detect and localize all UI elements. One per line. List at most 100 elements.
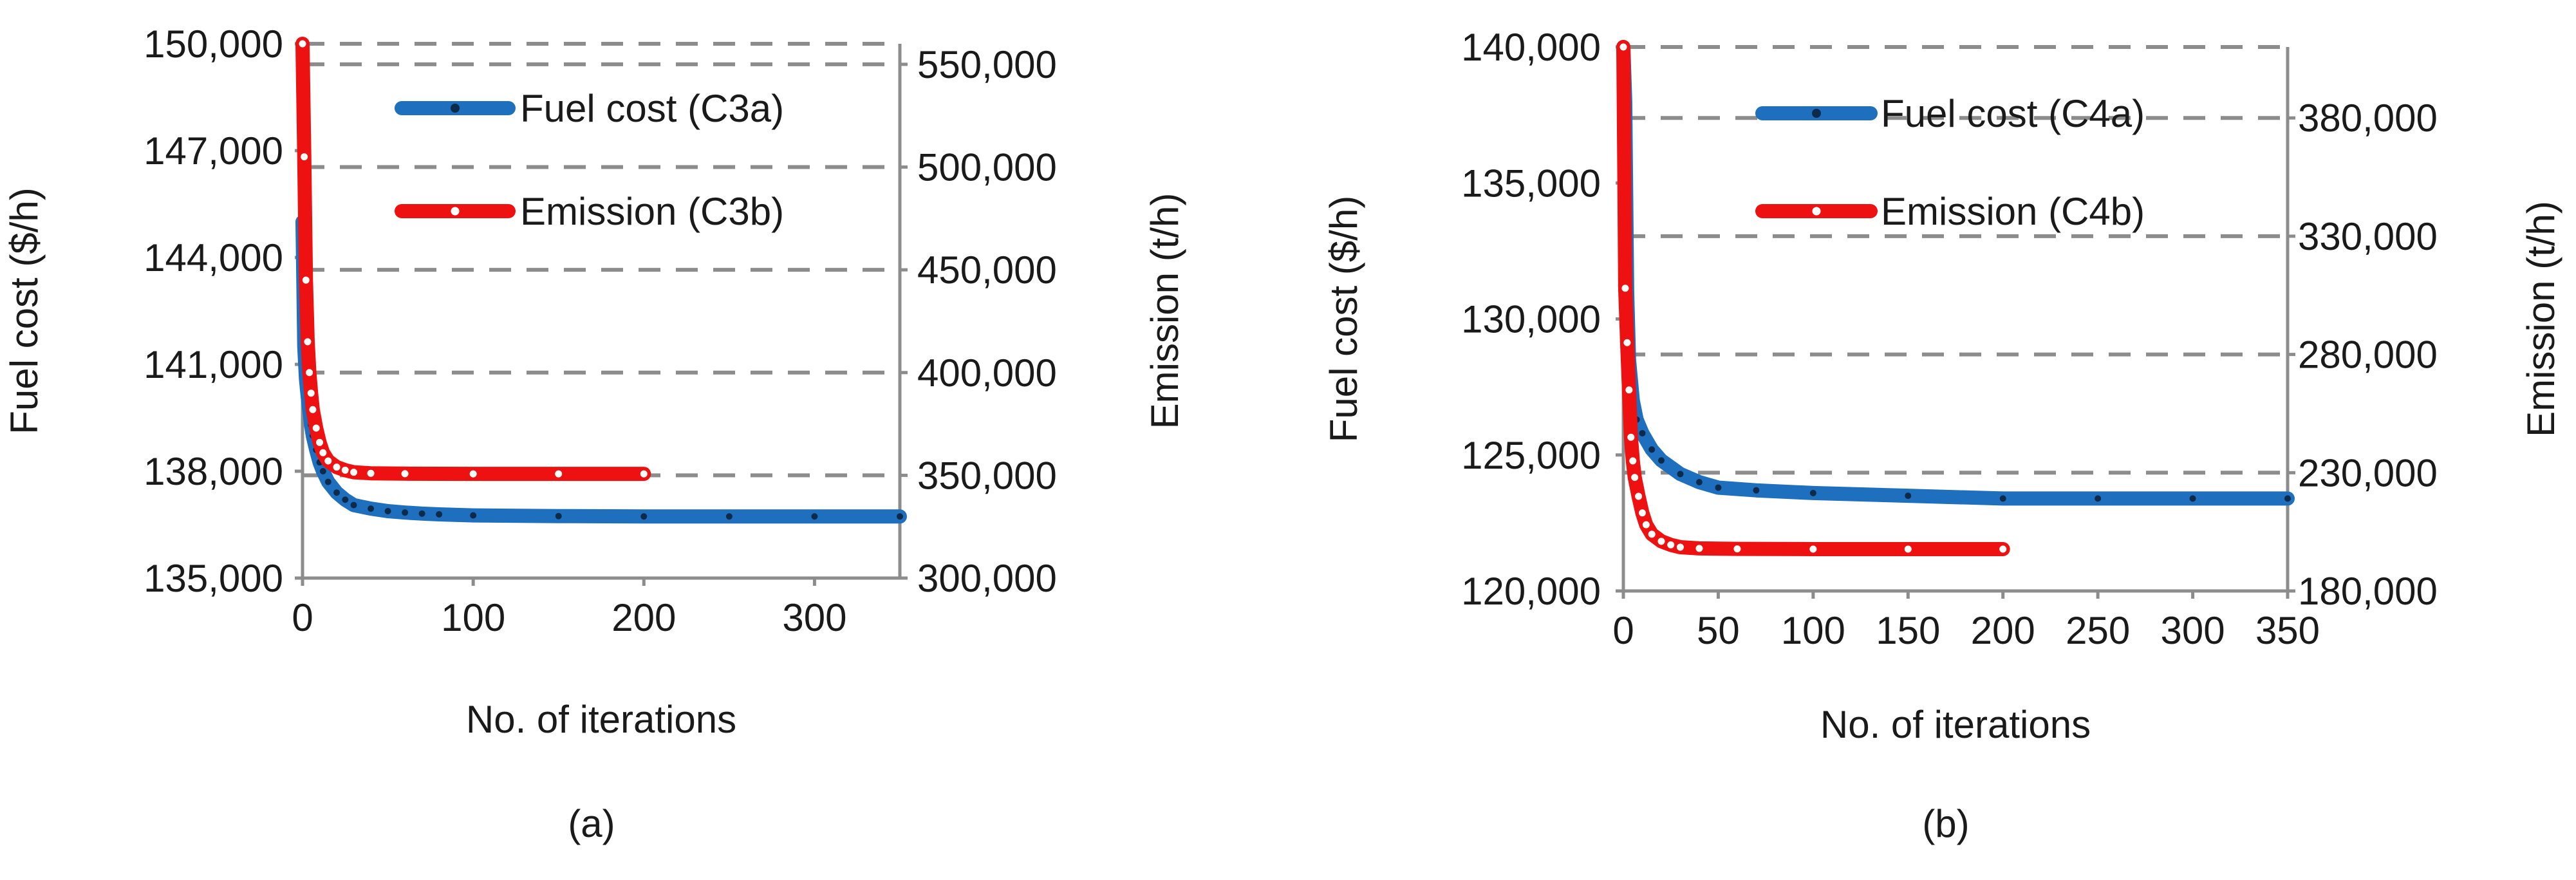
y-right-tick-label: 350,000	[917, 454, 1057, 497]
y-left-tick-label: 144,000	[144, 236, 283, 279]
y-right-tick-label: 450,000	[917, 248, 1057, 292]
x-tick-label: 100	[1781, 609, 1845, 652]
data-point	[1648, 446, 1656, 453]
y-right-tick-label: 180,000	[2298, 570, 2438, 613]
data-point	[1695, 479, 1703, 485]
data-point	[1694, 543, 1705, 554]
data-point	[2189, 495, 2196, 502]
x-tick-label: 0	[292, 596, 313, 639]
data-point	[811, 513, 818, 520]
data-point	[1656, 536, 1667, 547]
y-left-tick-label: 140,000	[1461, 26, 1601, 69]
y-right-tick-label: 550,000	[917, 43, 1057, 86]
data-point	[1905, 492, 1912, 500]
data-point	[470, 512, 477, 519]
x-tick-label: 300	[2161, 609, 2225, 652]
y-left-tick-label: 135,000	[144, 557, 283, 600]
y-left-tick-label: 150,000	[144, 23, 283, 66]
x-tick-label: 350	[2255, 609, 2320, 652]
data-point	[1625, 431, 1637, 443]
y-left-tick-label: 130,000	[1461, 298, 1601, 341]
data-point	[638, 468, 649, 480]
y-right-tick-label: 300,000	[917, 557, 1057, 600]
data-point	[297, 38, 308, 50]
data-point	[300, 274, 312, 286]
data-point	[333, 489, 341, 496]
data-point	[1674, 541, 1686, 553]
data-point	[324, 478, 331, 485]
x-tick-label: 200	[1971, 609, 2035, 652]
x-axis-title: No. of iterations	[1820, 703, 2091, 746]
legend-marker	[1810, 205, 1823, 218]
data-point	[2095, 495, 2102, 502]
y-axis-left-title: Fuel cost ($/h)	[1322, 196, 1365, 442]
data-point	[1677, 471, 1684, 478]
data-point	[299, 151, 310, 163]
data-point	[1619, 283, 1631, 294]
legend-label: Emission (C3b)	[520, 190, 784, 233]
data-point	[1807, 543, 1819, 555]
data-point	[1902, 543, 1914, 555]
data-point	[399, 468, 411, 480]
data-point	[307, 404, 319, 415]
legend-marker	[449, 205, 462, 218]
y-right-tick-label: 380,000	[2298, 97, 2438, 140]
data-point	[365, 467, 377, 479]
y-left-tick-label: 138,000	[144, 450, 283, 493]
data-point	[640, 513, 648, 520]
data-point	[314, 436, 326, 448]
data-point	[1753, 487, 1760, 494]
data-point	[553, 468, 565, 480]
data-point	[897, 513, 903, 520]
data-point	[1999, 495, 2006, 502]
data-point	[368, 505, 375, 512]
data-point	[317, 447, 329, 458]
data-point	[725, 513, 733, 520]
data-point	[305, 388, 317, 399]
data-point	[467, 468, 479, 480]
data-point	[1633, 491, 1645, 502]
data-point	[1809, 489, 1816, 496]
data-point	[302, 336, 313, 348]
x-tick-label: 250	[2066, 609, 2130, 652]
data-point	[436, 510, 443, 518]
legend-label: Emission (C4b)	[1881, 190, 2145, 233]
y-right-tick-label: 230,000	[2298, 451, 2438, 494]
y-left-tick-label: 147,000	[144, 129, 283, 173]
y-left-tick-label: 120,000	[1461, 570, 1601, 613]
data-point	[1623, 384, 1635, 396]
x-tick-label: 50	[1697, 609, 1740, 652]
data-point	[1627, 455, 1639, 467]
y-right-tick-label: 400,000	[917, 351, 1057, 395]
data-point	[310, 422, 322, 434]
y-left-tick-label: 125,000	[1461, 434, 1601, 477]
x-tick-label: 300	[782, 596, 846, 639]
y-axis-left-title: Fuel cost ($/h)	[3, 187, 46, 434]
legend-label: Fuel cost (C4a)	[1881, 92, 2145, 135]
chart-panel-a: 135,000 138,000 141,000 144,000 147,000 150,0…	[3, 23, 1186, 845]
data-point	[402, 509, 409, 516]
legend-label: Fuel cost (C3a)	[520, 87, 784, 130]
data-point	[350, 501, 357, 509]
x-tick-label: 150	[1876, 609, 1940, 652]
y-right-tick-label: 330,000	[2298, 215, 2438, 258]
x-tick-label: 200	[611, 596, 676, 639]
data-point	[1621, 337, 1633, 348]
data-point	[348, 467, 360, 478]
panel-caption: (a)	[568, 802, 615, 845]
x-tick-label: 0	[1612, 609, 1634, 652]
data-point	[339, 464, 351, 476]
data-point	[304, 367, 315, 379]
x-tick-label: 100	[441, 596, 505, 639]
legend-marker	[1812, 109, 1821, 118]
data-point	[1731, 543, 1743, 555]
data-point	[1618, 41, 1629, 53]
data-point	[1646, 529, 1657, 540]
data-point	[1640, 519, 1652, 530]
data-point	[1629, 472, 1641, 483]
y-left-tick-label: 135,000	[1461, 162, 1601, 205]
x-axis-title: No. of iterations	[466, 698, 736, 741]
y-right-tick-label: 280,000	[2298, 333, 2438, 377]
legend-marker	[451, 104, 460, 113]
